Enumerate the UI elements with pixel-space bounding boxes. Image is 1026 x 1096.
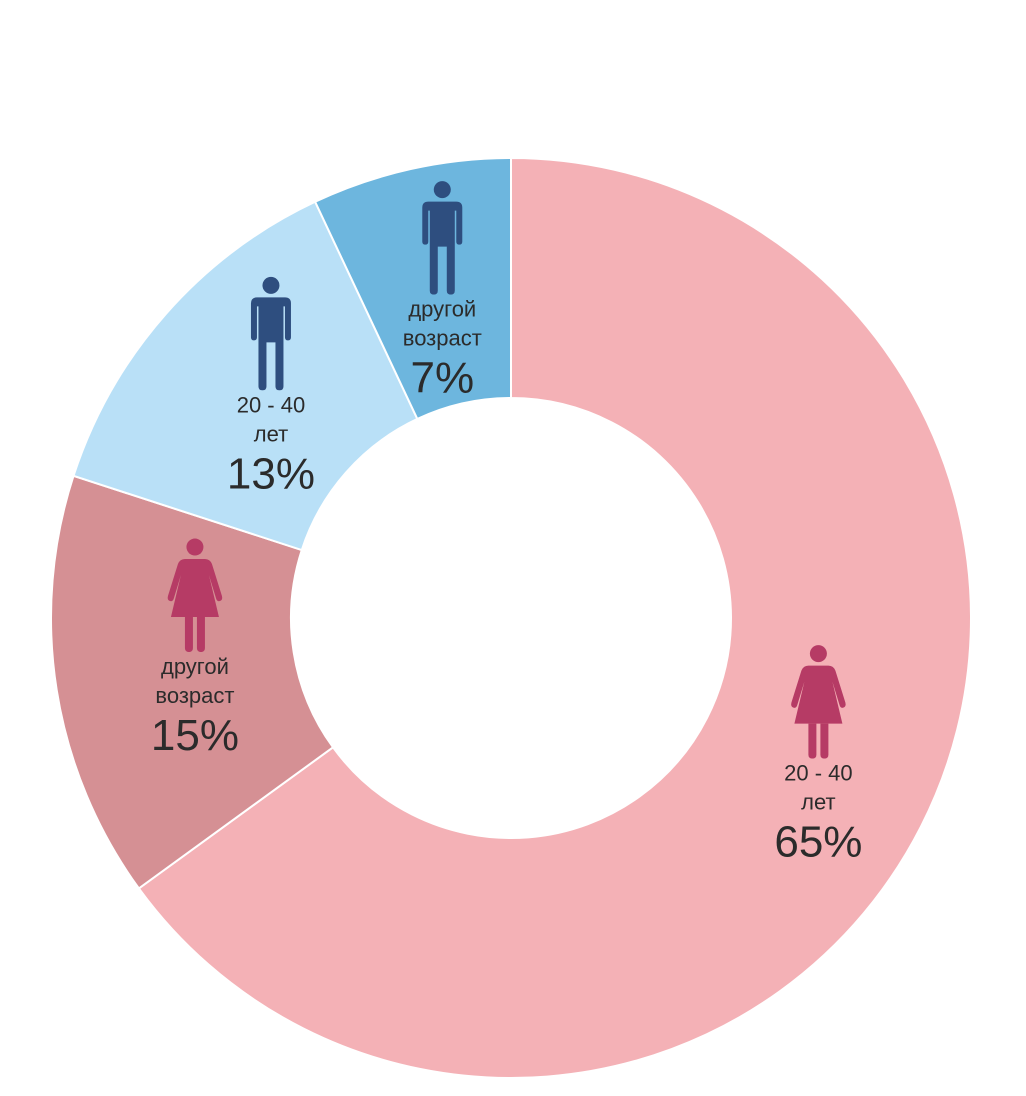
- slice-label-line1: другой: [408, 297, 476, 322]
- donut-slice-1: [50, 474, 335, 890]
- slice-labels: 20 - 40 лет 65% другой возраст 15% 20 - 40 лет 1…: [151, 181, 862, 867]
- slice-label-group-0: 20 - 40 лет 65%: [774, 645, 862, 867]
- donut-slice-2: [72, 200, 419, 552]
- slice-label-line1: 20 - 40: [784, 761, 853, 786]
- slice-label-line1: 20 - 40: [237, 392, 306, 417]
- donut-slices: [50, 156, 972, 1079]
- slice-label-group-1: другой возраст 15%: [151, 538, 239, 760]
- slice-label-line1: другой: [161, 654, 229, 679]
- slice-label-line2: лет: [254, 421, 288, 446]
- slice-label-line2: возраст: [403, 326, 482, 351]
- slice-value-label: 65%: [774, 818, 862, 867]
- slice-label-group-2: 20 - 40 лет 13%: [227, 276, 315, 498]
- slice-label-group-3: другой возраст 7%: [403, 181, 482, 403]
- donut-slice-0: [137, 156, 972, 1079]
- slice-label-line2: лет: [801, 790, 835, 815]
- slice-value-label: 13%: [227, 449, 315, 498]
- slice-label-line2: возраст: [155, 683, 234, 708]
- slice-value-label: 7%: [410, 354, 474, 403]
- slice-value-label: 15%: [151, 711, 239, 760]
